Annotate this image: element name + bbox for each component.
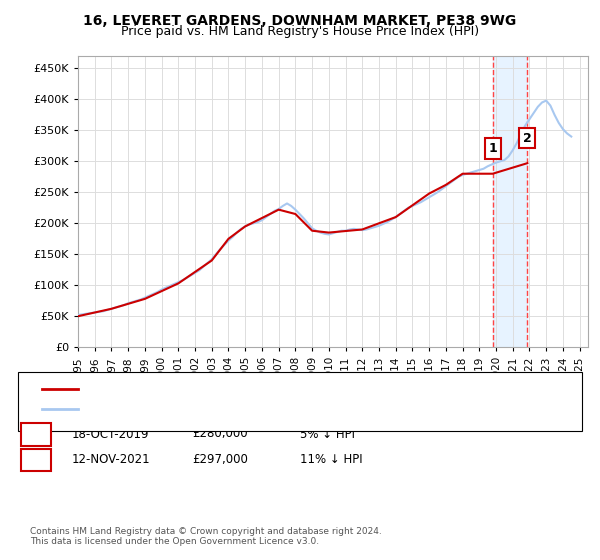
Text: Price paid vs. HM Land Registry's House Price Index (HPI): Price paid vs. HM Land Registry's House … bbox=[121, 25, 479, 38]
Text: 2: 2 bbox=[523, 132, 532, 144]
Text: 5% ↓ HPI: 5% ↓ HPI bbox=[300, 427, 355, 441]
Text: 12-NOV-2021: 12-NOV-2021 bbox=[72, 452, 151, 466]
Text: Contains HM Land Registry data © Crown copyright and database right 2024.
This d: Contains HM Land Registry data © Crown c… bbox=[30, 526, 382, 546]
Text: 1: 1 bbox=[32, 427, 40, 441]
Text: 1: 1 bbox=[488, 142, 497, 155]
Bar bbox=[493, 56, 527, 347]
Text: 2: 2 bbox=[32, 452, 40, 466]
Text: £280,000: £280,000 bbox=[192, 427, 248, 441]
Text: 16, LEVERET GARDENS, DOWNHAM MARKET, PE38 9WG (detached house): 16, LEVERET GARDENS, DOWNHAM MARKET, PE3… bbox=[84, 384, 470, 394]
Text: 18-OCT-2019: 18-OCT-2019 bbox=[72, 427, 149, 441]
Text: HPI: Average price, detached house, King's Lynn and West Norfolk: HPI: Average price, detached house, King… bbox=[84, 404, 428, 414]
Text: 11% ↓ HPI: 11% ↓ HPI bbox=[300, 452, 362, 466]
Text: £297,000: £297,000 bbox=[192, 452, 248, 466]
Text: 16, LEVERET GARDENS, DOWNHAM MARKET, PE38 9WG: 16, LEVERET GARDENS, DOWNHAM MARKET, PE3… bbox=[83, 14, 517, 28]
